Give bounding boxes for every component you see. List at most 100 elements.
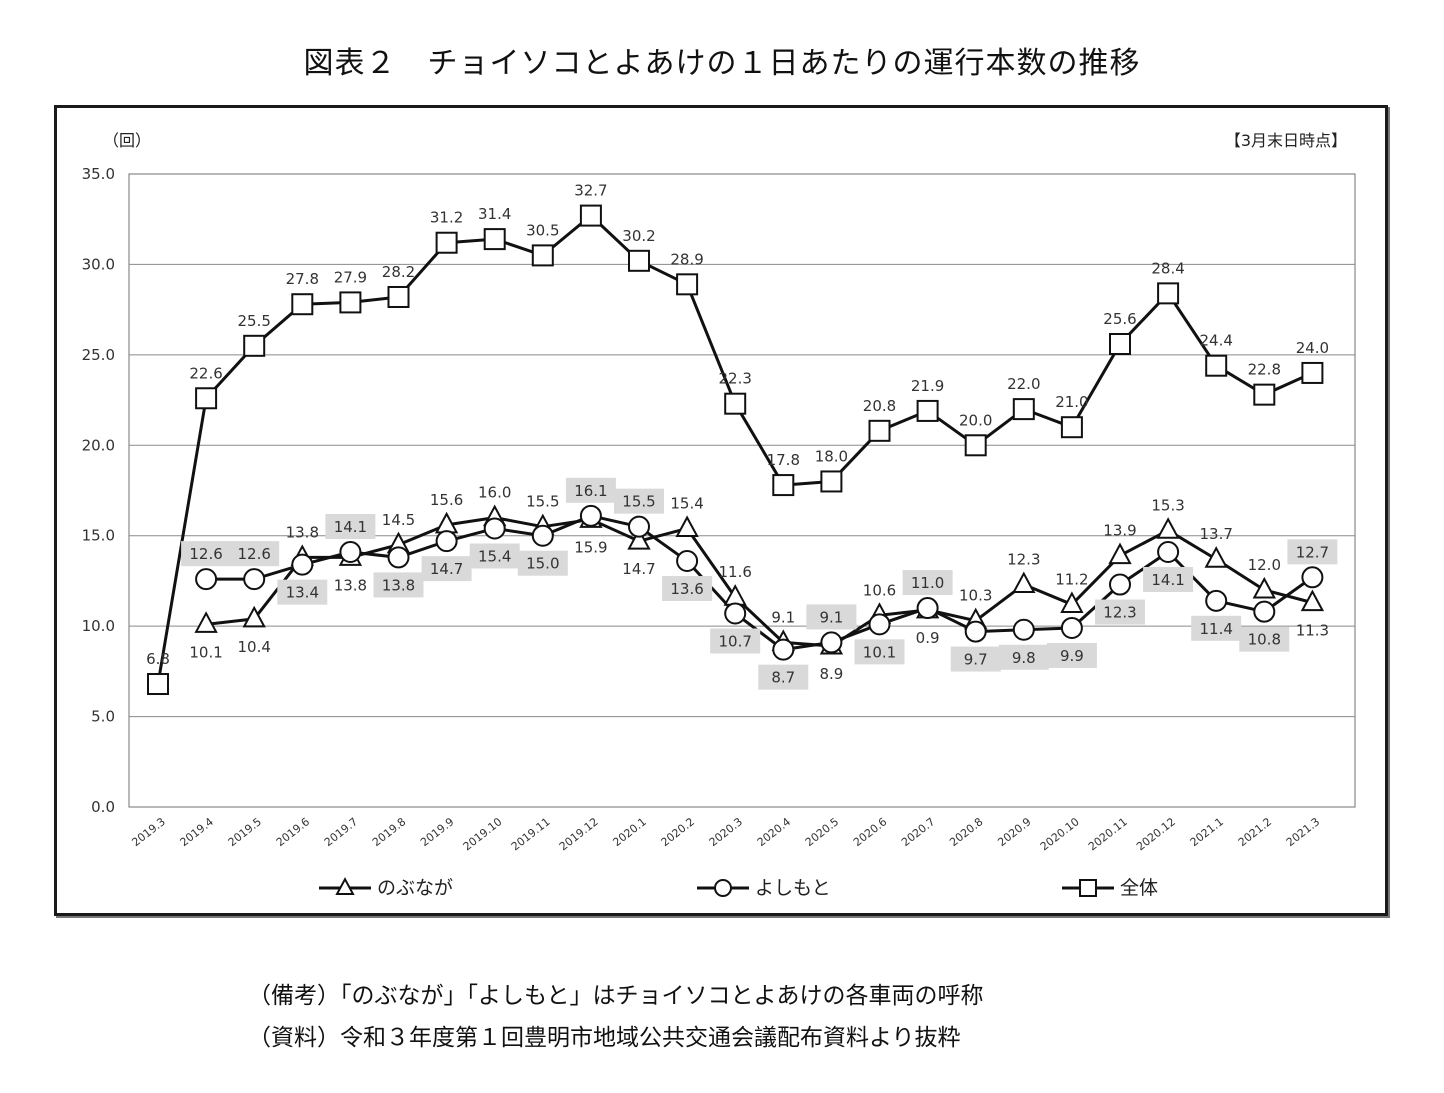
point-triangle [1300,589,1325,612]
data-label-circle: 9.1 [819,608,843,626]
point-circle [868,613,891,636]
x-tick-label: 2020.7 [899,815,937,849]
data-label-triangle: 11.2 [1055,570,1088,588]
data-label-triangle: 13.8 [286,523,319,541]
x-tick-label: 2020.10 [1038,815,1082,853]
point-circle [579,504,602,527]
data-label-triangle: 10.3 [959,587,992,605]
point-circle [1060,616,1083,639]
point-circle [676,550,699,573]
point-square [1157,282,1180,305]
data-label-box [373,572,424,598]
point-square [964,434,987,457]
point-square [820,470,843,493]
point-circle [772,638,795,661]
data-label-box [1046,642,1097,668]
data-label-circle: 13.4 [286,584,319,602]
point-circle [964,620,987,643]
x-tick-label: 2020.9 [995,815,1033,849]
data-label-box [998,644,1049,670]
line-chart: 0.0 5.0 10.0 15.0 20.0 25.0 30.0 35.0 （回） 【3月末日時点… [82,131,1356,899]
data-label-square: 18.0 [815,447,848,465]
data-label-square: 20.8 [863,397,896,415]
data-label-square: 27.9 [334,268,367,286]
point-triangle [1204,546,1228,568]
data-label-square: 22.8 [1248,361,1281,379]
data-label-box [229,541,280,567]
data-label-box [517,550,568,576]
y-tick-label: 30.0 [82,255,115,273]
data-label-square: 22.6 [189,364,222,382]
data-label-triangle: 13.9 [1103,522,1136,540]
plot-area [128,173,1356,808]
point-square [1253,383,1276,406]
data-label-circle: 9.8 [1012,649,1036,667]
point-square [147,673,169,696]
x-tick-label: 2021.2 [1236,815,1274,849]
legend-marker-triangle [335,877,355,895]
data-label-box [421,556,472,582]
point-triangle [1060,591,1084,613]
legend-marker-square [1079,879,1097,897]
point-circle [387,546,410,569]
point-circle [820,631,843,654]
data-label-triangle: 11.3 [1296,622,1329,640]
point-circle [1109,573,1131,596]
y-tick-label: 20.0 [82,436,115,454]
x-tick-label: 2019.6 [274,815,312,849]
data-label-circle: 11.0 [911,574,944,592]
data-label-square: 22.3 [718,370,751,388]
data-label-box [614,488,664,514]
x-tick-label: 2020.11 [1086,815,1130,853]
y-tick-label: 35.0 [82,165,115,183]
point-triangle [1108,542,1132,565]
x-tick-label: 2020.8 [947,815,985,849]
data-label-square: 30.5 [526,221,559,239]
data-label-triangle: 11.6 [718,563,751,581]
point-square [724,392,747,415]
point-square [868,419,891,442]
data-label-square: 25.5 [237,312,270,330]
data-label-triangle: 12.3 [1007,551,1040,569]
data-label-square: 31.4 [478,205,511,223]
data-label-triangle: 15.5 [526,493,559,511]
data-label-box [277,579,328,605]
legend-label: 全体 [1120,877,1158,899]
data-label-circle: 10.1 [863,643,896,661]
point-circle [1253,600,1276,623]
note-source: （資料）令和３年度第１回豊明市地域公共交通会議配布資料より抜粋 [248,1025,961,1051]
data-label-triangle: 13.7 [1199,525,1232,543]
data-label-triangle: 10.1 [189,643,222,661]
x-tick-label: 2019.4 [178,815,216,849]
data-label-square: 27.8 [286,270,319,288]
point-circle [916,597,939,620]
data-label-circle: 14.7 [430,560,463,578]
data-label-triangle: 0.9 [916,629,940,647]
data-label-triangle: 15.6 [430,491,463,509]
point-circle [339,540,362,563]
data-label-box [1143,566,1194,592]
point-circle [1157,540,1180,563]
point-triangle [675,515,699,537]
point-circle [435,530,458,553]
point-square [1109,333,1131,356]
point-square [1012,398,1035,421]
data-label-box [1095,599,1145,625]
x-tick-label: 2019.9 [418,815,456,849]
point-square [916,399,939,422]
point-square [483,228,506,251]
data-label-box [902,570,953,596]
point-square [676,273,699,296]
x-tick-label: 2019.11 [509,815,553,853]
point-square [195,387,218,410]
data-label-square: 30.2 [622,227,655,245]
point-square [291,293,314,316]
point-square [387,285,410,308]
y-tick-label: 5.0 [91,708,115,726]
data-label-triangle: 13.8 [334,576,367,594]
point-circle [483,517,506,540]
data-label-circle: 12.6 [237,545,270,563]
note-remarks: （備考）「のぶなが」「よしもと」はチョイソコとよあけの各車両の呼称 [248,983,984,1009]
point-circle [724,602,747,625]
data-label-circle: 10.8 [1248,631,1281,649]
